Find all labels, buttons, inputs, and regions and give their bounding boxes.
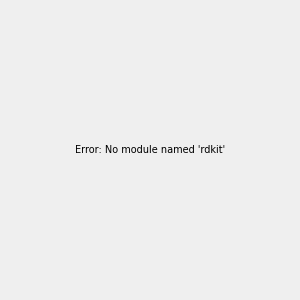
- Text: Error: No module named 'rdkit': Error: No module named 'rdkit': [75, 145, 225, 155]
